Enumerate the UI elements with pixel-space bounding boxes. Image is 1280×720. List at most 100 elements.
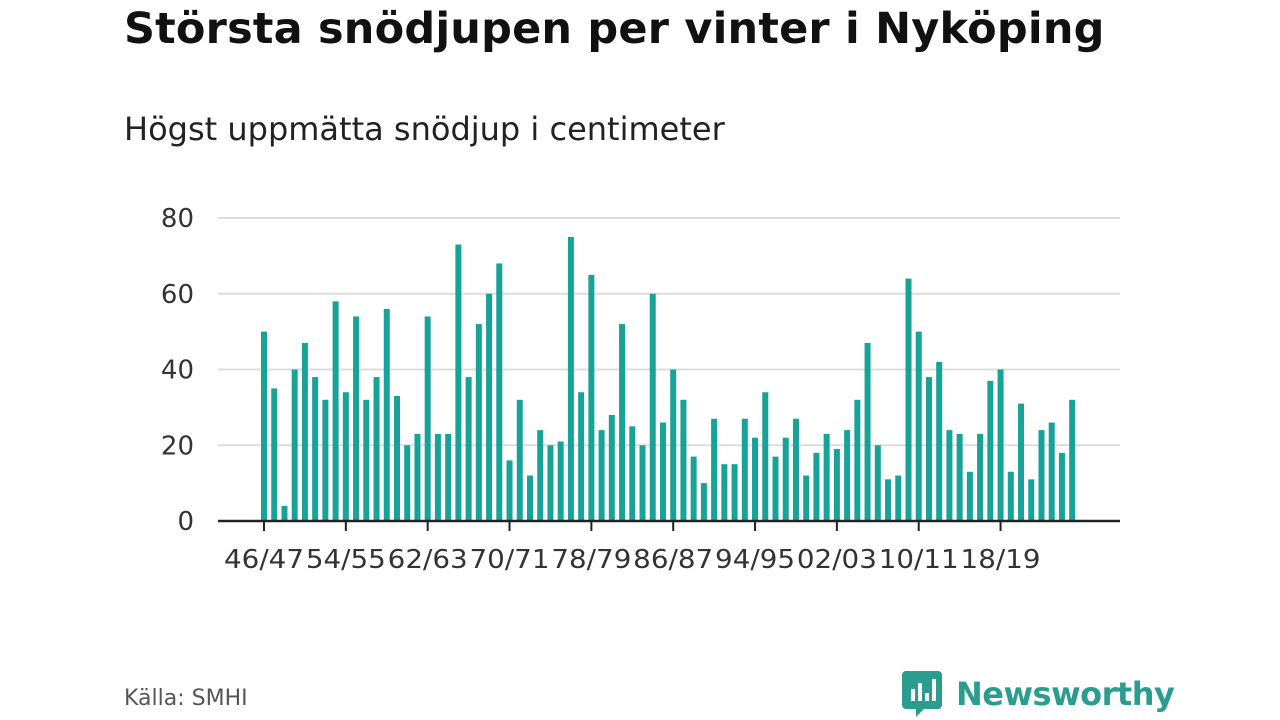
x-tick-label: 10/11 bbox=[879, 545, 959, 575]
y-tick-label: 20 bbox=[161, 431, 194, 461]
chart-subtitle: Högst uppmätta snödjup i centimeter bbox=[124, 110, 725, 148]
x-tick-label: 86/87 bbox=[633, 545, 713, 575]
bar bbox=[946, 430, 953, 521]
bar bbox=[680, 399, 687, 521]
bar bbox=[301, 342, 308, 521]
source-note: Källa: SMHI bbox=[124, 686, 248, 711]
x-tick-label: 18/19 bbox=[961, 545, 1041, 575]
x-axis-ticks: 46/47 54/55 62/63 70/71 78/79 86/87 94/95 02/03… bbox=[224, 521, 1041, 575]
bar bbox=[516, 399, 523, 521]
bar bbox=[1048, 422, 1055, 521]
x-tick-label: 70/71 bbox=[470, 545, 550, 575]
brand-name: Newsworthy bbox=[956, 675, 1175, 713]
bar bbox=[782, 437, 789, 521]
bar bbox=[895, 475, 902, 521]
bar bbox=[588, 274, 595, 521]
bar bbox=[1069, 399, 1076, 521]
bar bbox=[741, 418, 748, 521]
y-tick-label: 80 bbox=[161, 204, 194, 234]
bar bbox=[537, 430, 544, 521]
bar bbox=[312, 377, 319, 521]
bar bbox=[281, 505, 288, 521]
bar bbox=[762, 392, 769, 521]
bar bbox=[936, 361, 943, 521]
bar bbox=[956, 433, 963, 521]
y-tick-label: 60 bbox=[161, 280, 194, 310]
bar bbox=[383, 308, 390, 521]
bar bbox=[864, 342, 871, 521]
bars bbox=[261, 236, 1076, 521]
bar bbox=[271, 388, 278, 521]
y-tick-label: 0 bbox=[177, 507, 194, 537]
bar bbox=[711, 418, 718, 521]
bar bbox=[1007, 471, 1014, 521]
bar bbox=[885, 479, 892, 521]
bar bbox=[854, 399, 861, 521]
newsworthy-logo-icon bbox=[902, 671, 942, 717]
bar bbox=[322, 399, 329, 521]
y-axis-ticks: 0 20 40 60 80 bbox=[161, 204, 194, 537]
bar bbox=[547, 445, 554, 521]
bar bbox=[833, 449, 840, 521]
y-tick-label: 40 bbox=[161, 356, 194, 386]
bar bbox=[721, 464, 728, 521]
bar bbox=[1018, 403, 1025, 521]
bar bbox=[690, 456, 697, 521]
bar bbox=[475, 324, 482, 521]
bar bbox=[659, 422, 666, 521]
bar bbox=[619, 324, 626, 521]
x-tick-label: 78/79 bbox=[551, 545, 631, 575]
bar bbox=[578, 392, 585, 521]
chart-title: Största snödjupen per vinter i Nyköping bbox=[124, 4, 1105, 54]
bar bbox=[608, 414, 615, 521]
bar bbox=[997, 369, 1004, 521]
bar bbox=[465, 377, 472, 521]
bar bbox=[803, 475, 810, 521]
bar bbox=[905, 278, 912, 521]
bar bbox=[486, 293, 493, 521]
bar bbox=[342, 392, 349, 521]
bar bbox=[414, 433, 421, 521]
bar bbox=[567, 236, 574, 521]
x-tick-label: 46/47 bbox=[224, 545, 304, 575]
bar bbox=[526, 475, 533, 521]
bar bbox=[455, 244, 462, 521]
bar bbox=[1058, 452, 1065, 521]
bar bbox=[261, 331, 267, 521]
x-tick-label: 94/95 bbox=[715, 545, 795, 575]
bar bbox=[915, 331, 922, 521]
bar bbox=[823, 433, 830, 521]
bar bbox=[813, 452, 820, 521]
bar bbox=[291, 369, 298, 521]
bar bbox=[844, 430, 851, 521]
bar bbox=[373, 377, 380, 521]
bar bbox=[424, 316, 431, 521]
bar bbox=[649, 293, 656, 521]
bar bbox=[496, 263, 503, 521]
bar bbox=[925, 377, 932, 521]
bar bbox=[598, 430, 605, 521]
bar bbox=[1038, 430, 1045, 521]
bar bbox=[966, 471, 973, 521]
bar bbox=[506, 460, 513, 521]
bar bbox=[977, 433, 984, 521]
bar bbox=[639, 445, 646, 521]
x-tick-label: 62/63 bbox=[388, 545, 468, 575]
bar bbox=[393, 396, 400, 521]
bar bbox=[404, 445, 411, 521]
bar bbox=[700, 483, 707, 521]
bar bbox=[670, 369, 677, 521]
brand-logo: Newsworthy bbox=[902, 671, 1175, 717]
bar bbox=[353, 316, 360, 521]
bar bbox=[629, 426, 636, 521]
bar bbox=[752, 437, 759, 521]
bar bbox=[792, 418, 799, 521]
x-tick-label: 02/03 bbox=[797, 545, 877, 575]
bar bbox=[445, 433, 452, 521]
bar bbox=[731, 464, 738, 521]
bar bbox=[987, 380, 994, 521]
bar bbox=[363, 399, 370, 521]
bar bbox=[332, 301, 339, 521]
bar bbox=[772, 456, 779, 521]
bar bbox=[874, 445, 881, 521]
